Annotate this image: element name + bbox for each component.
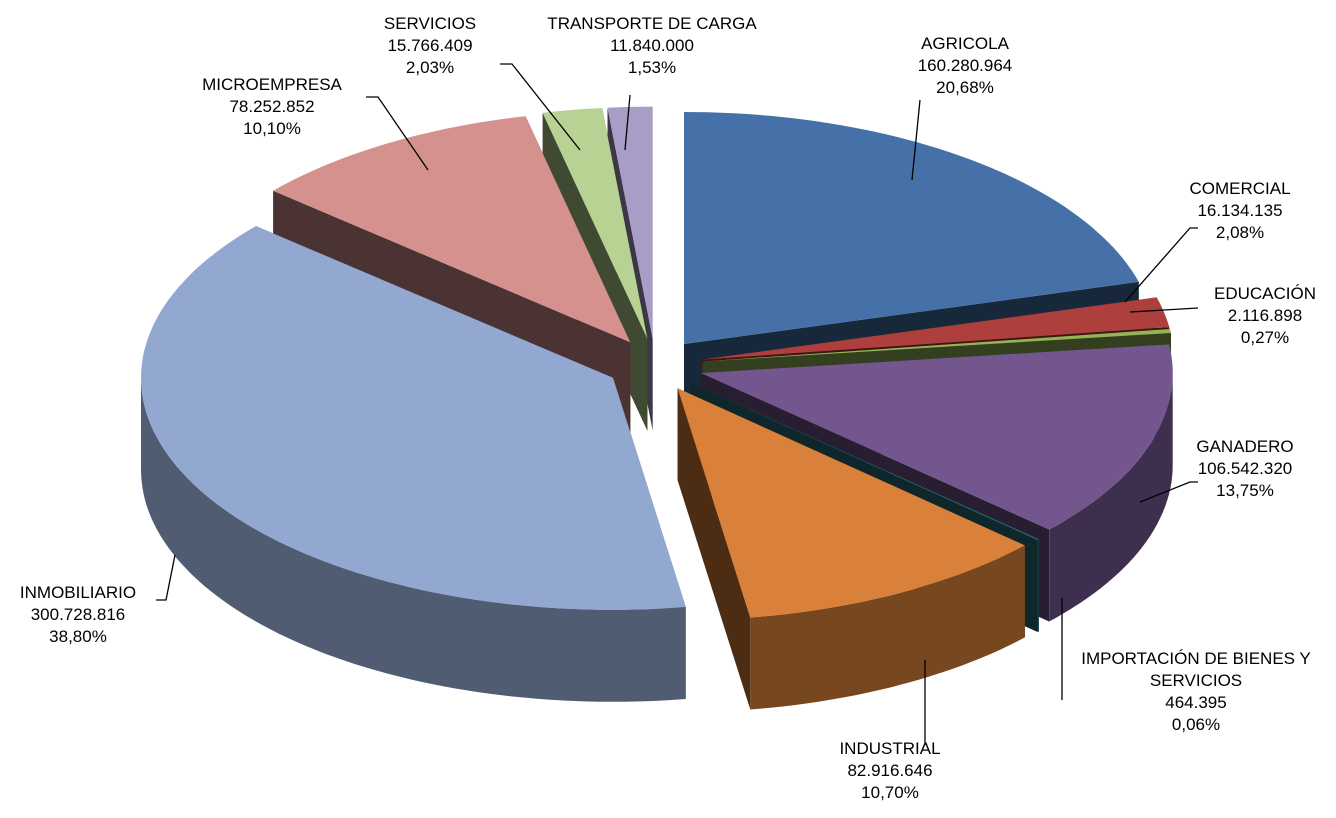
slice-side [1037,539,1039,632]
data-label: AGRICOLA 160.280.964 20,68% [918,33,1013,99]
leader-line [156,554,176,601]
label-line: 2,08% [1215,223,1265,242]
slice [607,106,653,339]
label-line: INMOBILIARIO [19,583,137,602]
label-line: SERVICIOS [383,14,477,33]
data-label: GANADERO 106.542.320 13,75% [1196,436,1293,502]
label-line: EDUCACIÓN [1213,284,1317,303]
label-line: AGRICOLA [921,34,1009,53]
data-label: IMPORTACIÓN DE BIENES Y SERVICIOS 464.395… [1051,648,1336,736]
data-label: TRANSPORTE DE CARGA 11.840.000 1,53% [547,13,756,79]
slice-side [750,545,1025,710]
label-line: INDUSTRIAL [839,739,941,758]
label-line: 300.728.816 [30,605,126,624]
label-line: 38,80% [49,627,107,646]
label-line: 106.542.320 [1197,459,1293,478]
label-line: 13,75% [1216,481,1274,500]
label-line: 0,27% [1240,328,1290,347]
data-label: SERVICIOS 15.766.409 2,03% [384,13,476,79]
label-line: 1,53% [627,58,677,77]
label-line: MICROEMPRESA [202,75,342,94]
slice [542,108,648,339]
leader-line [1124,227,1198,303]
label-line: TRANSPORTE DE CARGA [547,14,757,33]
slice [702,297,1170,360]
slice [690,382,1039,540]
label-line: 0,06% [1171,715,1221,734]
slice-side [1049,373,1173,622]
label-line: 2.116.898 [1227,306,1303,325]
label-line: 78.252.852 [229,97,315,116]
label-line: 20,68% [936,78,994,97]
label-line: 10,10% [243,119,301,138]
label-line: 10,70% [861,783,919,802]
data-label: EDUCACIÓN 2.116.898 0,27% [1214,283,1316,349]
slice [700,344,1173,530]
slice-side [141,377,686,702]
data-label: MICROEMPRESA 78.252.852 10,10% [202,74,342,140]
slice [273,116,631,343]
data-label: INMOBILIARIO 300.728.816 38,80% [20,582,136,648]
slice [684,112,1139,344]
slice-wall [677,388,751,710]
label-line: 15.766.409 [387,36,473,55]
leader-line [1139,481,1198,503]
slice [702,329,1171,362]
label-line: 82.916.646 [847,761,933,780]
label-line: GANADERO [1196,437,1294,456]
label-line: COMERCIAL [1189,179,1291,198]
slice [677,388,1025,618]
leader-line [500,63,581,151]
data-label: INDUSTRIAL 82.916.646 10,70% [839,738,940,804]
leader-line [911,99,921,181]
leader-line [366,96,429,171]
leader-line [624,94,631,151]
label-line: 160.280.964 [917,56,1013,75]
leader-line [1129,307,1199,313]
label-line: 2,03% [405,58,455,77]
data-label: COMERCIAL 16.134.135 2,08% [1189,178,1290,244]
slice [141,226,686,610]
label-line: IMPORTACIÓN DE BIENES Y SERVICIOS [1081,649,1311,690]
label-line: 11.840.000 [610,36,694,55]
label-line: 16.134.135 [1197,201,1283,220]
label-line: 464.395 [1165,693,1227,712]
